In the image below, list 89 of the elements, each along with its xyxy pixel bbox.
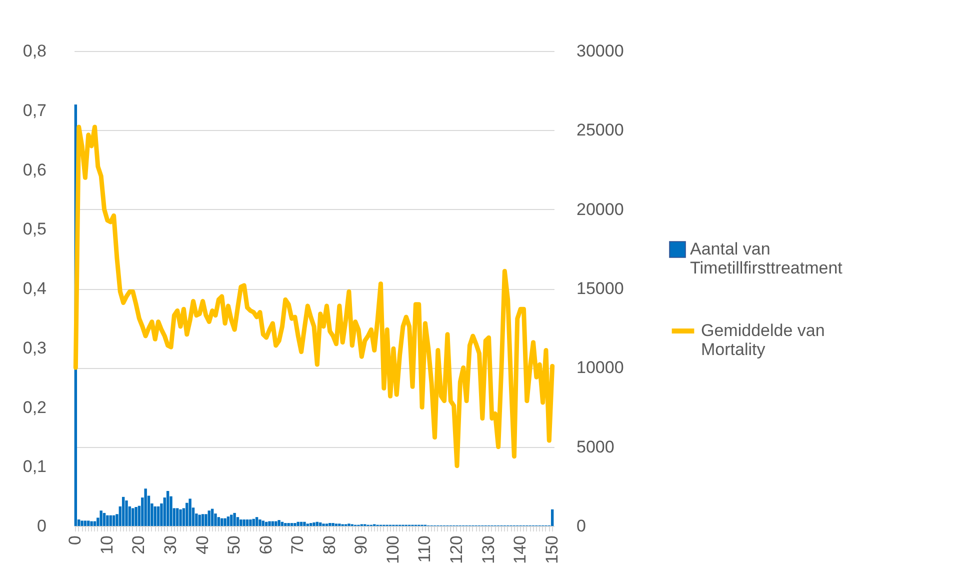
x-tick-label: 60 <box>256 536 276 554</box>
bar <box>284 523 287 526</box>
bar <box>332 523 334 526</box>
x-tick-label: 90 <box>352 536 371 554</box>
bar <box>249 519 252 526</box>
bar <box>240 519 242 526</box>
y2-tick-label: 30000 <box>576 42 624 60</box>
bar <box>208 510 210 526</box>
bar <box>125 500 128 526</box>
bar <box>102 512 106 526</box>
bar <box>294 523 296 526</box>
bar <box>290 523 294 526</box>
bar <box>220 518 224 526</box>
x-tick-label: 0 <box>66 536 85 545</box>
y-tick-label: 0,2 <box>22 398 46 417</box>
bar <box>287 523 290 526</box>
bar <box>303 522 306 526</box>
legend-label: Gemiddelde van Mortality <box>701 321 825 359</box>
bar <box>550 509 554 526</box>
bar <box>109 515 112 526</box>
x-tick-label: 120 <box>447 536 466 564</box>
y2-tick-label: 10000 <box>576 358 624 378</box>
bar <box>100 510 102 526</box>
bar <box>201 514 204 526</box>
bar <box>268 521 271 526</box>
y2-tick-label: 5000 <box>576 437 614 456</box>
bar <box>106 515 109 526</box>
x-tick-label: 40 <box>192 536 212 554</box>
x-tick-label: 110 <box>415 536 434 563</box>
bar <box>188 498 192 526</box>
bar <box>226 516 230 526</box>
bar <box>242 519 246 526</box>
x-tick-label: 80 <box>320 536 339 554</box>
y2-tick-label: 25000 <box>576 120 624 140</box>
bar <box>134 507 138 526</box>
bar <box>236 517 240 526</box>
bar <box>87 520 90 526</box>
x-tick-label: 50 <box>224 536 244 554</box>
line-series <box>73 124 555 468</box>
bar <box>217 517 220 526</box>
x-tick-label: 20 <box>129 536 148 554</box>
y2-tick-label: 20000 <box>576 200 624 219</box>
x-tick-label: 150 <box>542 536 562 564</box>
bar <box>90 521 93 526</box>
y-tick-label: 0,7 <box>22 100 46 120</box>
x-tick-label: 100 <box>383 536 402 564</box>
bar <box>312 522 316 526</box>
bar <box>186 502 188 526</box>
x-tick-label: 140 <box>510 536 530 564</box>
bar <box>210 508 214 526</box>
y-tick-label: 0 <box>37 516 46 536</box>
bar <box>319 522 322 526</box>
bar <box>246 519 249 526</box>
bar <box>198 514 201 526</box>
y2-tick-label: 15000 <box>576 279 624 298</box>
bar <box>309 523 312 526</box>
bar <box>230 514 233 526</box>
bar <box>258 519 262 526</box>
bar <box>252 518 255 526</box>
y-tick-label: 0,6 <box>22 160 46 180</box>
bar <box>233 512 236 526</box>
bar <box>132 508 134 526</box>
x-tick-label: 70 <box>288 536 308 554</box>
bar <box>84 520 87 526</box>
y-tick-label: 0,1 <box>22 457 46 476</box>
bar <box>204 514 208 526</box>
legend-label: Aantal van Timetillfirsttreatment <box>690 240 843 278</box>
bar <box>166 490 170 526</box>
bar <box>122 496 125 526</box>
x-tick-label: 30 <box>161 536 180 554</box>
x-tick-label: 10 <box>97 536 116 554</box>
bar <box>112 515 116 526</box>
bar <box>278 520 280 526</box>
bar <box>179 509 182 526</box>
bar <box>176 508 179 526</box>
y2-tick-label: 0 <box>576 516 586 536</box>
bar <box>80 520 84 526</box>
y-tick-label: 0,4 <box>22 279 46 298</box>
y-tick-label: 0,5 <box>22 220 46 239</box>
bar <box>262 520 265 526</box>
bar <box>156 506 160 526</box>
bar <box>328 523 332 526</box>
bar <box>255 517 258 526</box>
y-tick-label: 0,3 <box>22 338 46 358</box>
bar <box>224 518 226 526</box>
bar <box>154 506 156 526</box>
x-tick-label: 130 <box>478 536 498 564</box>
bar <box>144 488 147 526</box>
y-tick-label: 0,8 <box>22 42 46 60</box>
